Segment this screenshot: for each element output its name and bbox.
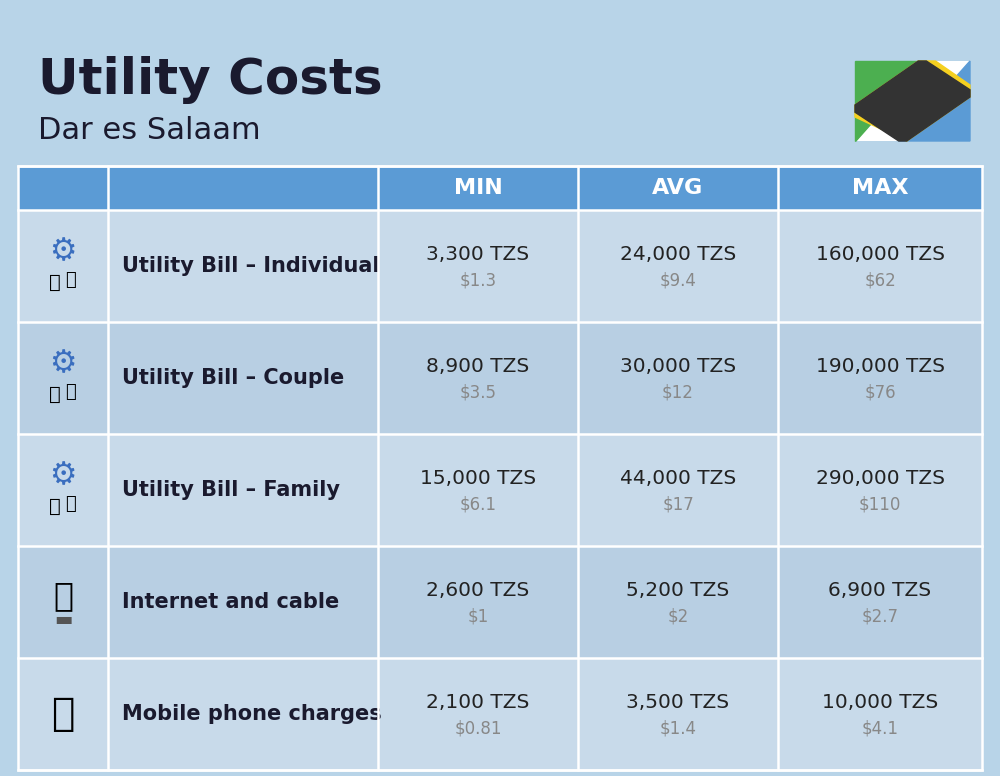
Text: $9.4: $9.4 xyxy=(660,271,696,289)
Bar xyxy=(18,166,982,770)
Text: 10,000 TZS: 10,000 TZS xyxy=(822,692,938,712)
Text: ⚙: ⚙ xyxy=(49,237,77,266)
Text: Utility Bill – Family: Utility Bill – Family xyxy=(122,480,340,500)
Text: $62: $62 xyxy=(864,271,896,289)
Text: 160,000 TZS: 160,000 TZS xyxy=(816,244,944,264)
Text: $0.81: $0.81 xyxy=(454,719,502,737)
Bar xyxy=(855,61,970,141)
Text: 👤: 👤 xyxy=(49,384,61,404)
Bar xyxy=(18,166,982,210)
Text: Utility Bill – Individual: Utility Bill – Individual xyxy=(122,256,380,276)
Text: ⚙: ⚙ xyxy=(49,462,77,490)
Text: 44,000 TZS: 44,000 TZS xyxy=(620,469,736,487)
Polygon shape xyxy=(855,61,970,141)
Text: 6,900 TZS: 6,900 TZS xyxy=(828,580,932,600)
Text: $17: $17 xyxy=(662,495,694,513)
Text: $4.1: $4.1 xyxy=(862,719,898,737)
Text: MIN: MIN xyxy=(454,178,502,198)
Text: $1.3: $1.3 xyxy=(459,271,497,289)
Polygon shape xyxy=(855,61,926,141)
Text: 8,900 TZS: 8,900 TZS xyxy=(426,356,530,376)
Text: 2,600 TZS: 2,600 TZS xyxy=(426,580,530,600)
Text: 👤: 👤 xyxy=(49,272,61,292)
Polygon shape xyxy=(855,61,970,141)
Bar xyxy=(18,322,982,434)
Text: $2: $2 xyxy=(667,607,689,625)
Text: 2,100 TZS: 2,100 TZS xyxy=(426,692,530,712)
Text: 📱: 📱 xyxy=(51,695,75,733)
Text: $1: $1 xyxy=(467,607,489,625)
Text: Utility Costs: Utility Costs xyxy=(38,56,383,104)
Polygon shape xyxy=(899,61,970,141)
Text: $3.5: $3.5 xyxy=(460,383,496,401)
Text: 🔧: 🔧 xyxy=(66,383,76,401)
Text: ▬: ▬ xyxy=(54,611,72,629)
Text: 24,000 TZS: 24,000 TZS xyxy=(620,244,736,264)
Text: $6.1: $6.1 xyxy=(460,495,496,513)
Text: 📶: 📶 xyxy=(53,580,73,612)
Bar xyxy=(18,210,982,322)
Text: 15,000 TZS: 15,000 TZS xyxy=(420,469,536,487)
Text: 🔧: 🔧 xyxy=(66,271,76,289)
Text: $2.7: $2.7 xyxy=(862,607,898,625)
Text: 👤: 👤 xyxy=(49,497,61,515)
Text: 5,200 TZS: 5,200 TZS xyxy=(626,580,730,600)
Text: 290,000 TZS: 290,000 TZS xyxy=(816,469,944,487)
Bar xyxy=(18,546,982,658)
Text: 3,300 TZS: 3,300 TZS xyxy=(426,244,530,264)
Text: Utility Bill – Couple: Utility Bill – Couple xyxy=(122,368,344,388)
Text: 🔧: 🔧 xyxy=(66,495,76,513)
Text: Internet and cable: Internet and cable xyxy=(122,592,339,612)
Text: MAX: MAX xyxy=(852,178,908,198)
Text: Mobile phone charges: Mobile phone charges xyxy=(122,704,382,724)
Text: $76: $76 xyxy=(864,383,896,401)
Text: 30,000 TZS: 30,000 TZS xyxy=(620,356,736,376)
Bar xyxy=(18,658,982,770)
Text: AVG: AVG xyxy=(652,178,704,198)
Bar xyxy=(18,434,982,546)
Text: $12: $12 xyxy=(662,383,694,401)
Text: $110: $110 xyxy=(859,495,901,513)
Text: 190,000 TZS: 190,000 TZS xyxy=(816,356,944,376)
Text: Dar es Salaam: Dar es Salaam xyxy=(38,116,261,145)
Text: ⚙: ⚙ xyxy=(49,349,77,379)
Text: 3,500 TZS: 3,500 TZS xyxy=(626,692,730,712)
Text: $1.4: $1.4 xyxy=(660,719,696,737)
